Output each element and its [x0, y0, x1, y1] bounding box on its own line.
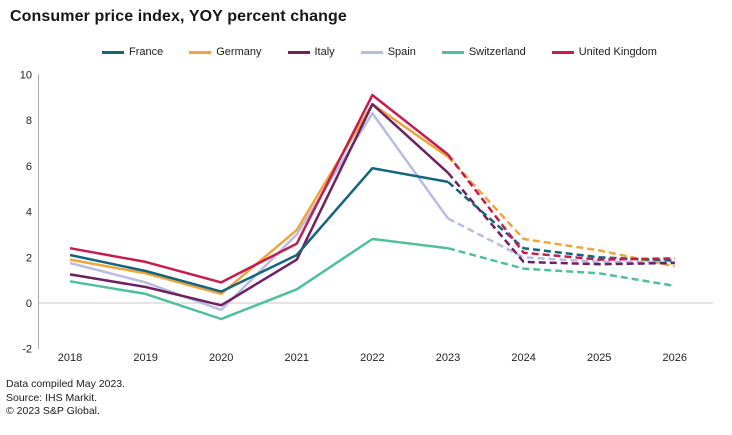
- footer-compiled: Data compiled May 2023.: [6, 378, 126, 390]
- legend-swatch-germany: [189, 50, 212, 54]
- legend-item-france: France: [102, 46, 163, 58]
- series-line-united-kingdom-actual: [69, 93, 449, 284]
- y-tick-label: 8: [26, 115, 32, 127]
- legend-label-italy: Italy: [314, 46, 335, 58]
- legend-label-spain: Spain: [387, 46, 416, 58]
- series-line-france-actual: [69, 166, 449, 293]
- legend-label-switzerland: Switzerland: [468, 46, 526, 58]
- y-tick-label: 2: [26, 252, 32, 264]
- series-line-united-kingdom-forecast: [447, 153, 675, 261]
- series-line-italy-forecast: [447, 171, 675, 266]
- series-line-germany-actual: [69, 102, 449, 296]
- legend-label-united-kingdom: United Kingdom: [578, 46, 657, 58]
- legend-swatch-united-kingdom: [551, 50, 574, 54]
- footer-note: Data compiled May 2023. Source: IHS Mark…: [6, 378, 125, 419]
- y-tick-label: 10: [20, 70, 32, 82]
- x-tick-label: 2025: [587, 352, 611, 364]
- series-line-spain-forecast: [447, 217, 675, 264]
- x-tick-label: 2023: [436, 352, 460, 364]
- legend-label-france: France: [129, 46, 164, 58]
- x-tick-label: 2018: [58, 352, 82, 364]
- legend-swatch-switzerland: [441, 50, 464, 54]
- x-tick-label: 2024: [511, 352, 535, 364]
- x-tick-label: 2020: [209, 352, 233, 364]
- chart-legend: France Germany Italy Spain Switzerland U…: [0, 46, 732, 58]
- y-tick-label: 6: [26, 161, 32, 173]
- footer-source: Source: IHS Markit.: [6, 391, 98, 404]
- x-tick-label: 2019: [133, 352, 157, 364]
- cpi-line-chart: 10 8 6 4 2 0 -2 2018 2019 2020 2021 2022 2023 2024 202…: [20, 70, 713, 364]
- legend-swatch-france: [102, 50, 124, 54]
- chart-title: Consumer price index, YOY percent change: [10, 8, 347, 25]
- legend-item-united-kingdom: United Kingdom: [551, 46, 657, 58]
- series-line-switzerland-actual: [69, 237, 449, 321]
- legend-swatch-italy: [287, 50, 310, 54]
- series-line-italy-actual: [69, 102, 449, 307]
- x-tick-label: 2021: [285, 352, 309, 364]
- legend-item-germany: Germany: [189, 46, 262, 58]
- series-line-spain-actual: [69, 112, 450, 312]
- legend-item-switzerland: Switzerland: [441, 46, 526, 58]
- y-tick-label: -2: [22, 344, 32, 356]
- legend-item-spain: Spain: [360, 46, 416, 58]
- legend-swatch-spain: [360, 50, 383, 54]
- x-tick-label: 2022: [360, 352, 384, 364]
- legend-item-italy: Italy: [287, 46, 335, 58]
- x-tick-label: 2026: [663, 352, 687, 364]
- legend-label-germany: Germany: [216, 46, 262, 58]
- y-tick-label: 4: [26, 207, 32, 219]
- footer-copyright: © 2023 S&P Global.: [6, 405, 100, 417]
- series-line-switzerland-forecast: [447, 246, 676, 288]
- y-tick-label: 0: [26, 298, 32, 310]
